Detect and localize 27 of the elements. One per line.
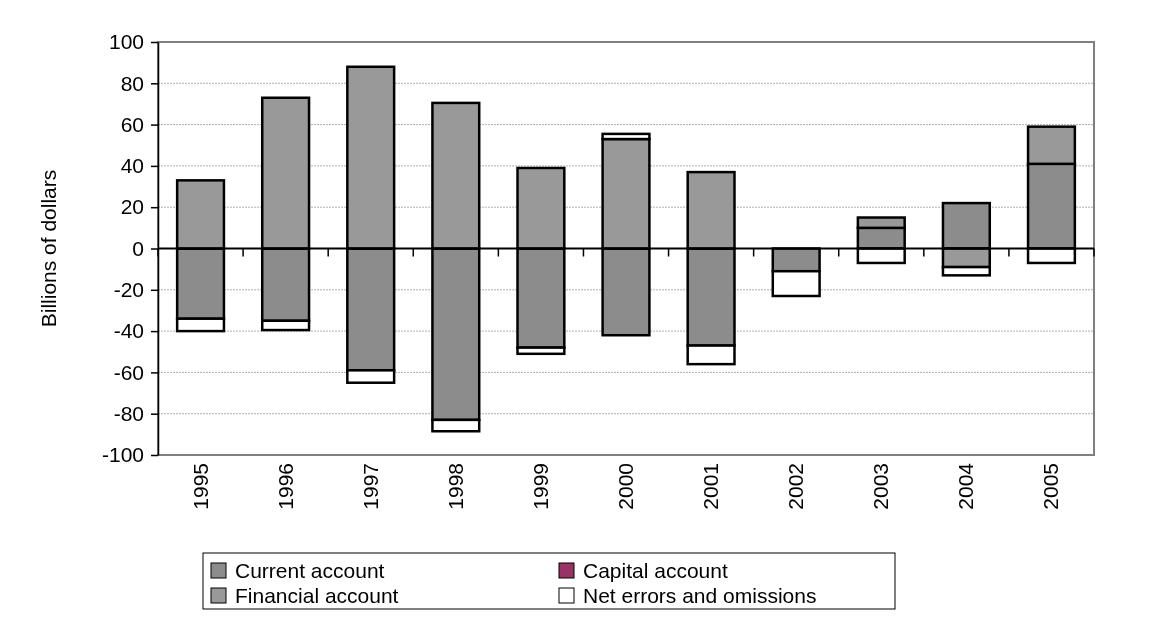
x-tick-label: 1996 bbox=[273, 463, 297, 510]
legend-label: Net errors and omissions bbox=[583, 584, 817, 607]
legend-label: Current account bbox=[235, 559, 385, 582]
x-tick-label: 2003 bbox=[869, 463, 893, 510]
x-tick-label: 1998 bbox=[443, 463, 467, 510]
x-tick-label: 2001 bbox=[699, 463, 723, 510]
y-tick-label: -100 bbox=[101, 443, 144, 467]
x-tick-label: 1999 bbox=[528, 463, 552, 510]
x-tick-label: 2002 bbox=[784, 463, 808, 510]
x-tick-label: 2005 bbox=[1039, 463, 1063, 510]
y-axis-title: Billions of dollars bbox=[37, 169, 60, 328]
y-tick-label: 20 bbox=[120, 195, 144, 219]
y-tick-label: -40 bbox=[113, 319, 144, 343]
x-tick-label: 1995 bbox=[188, 463, 212, 510]
x-tick-label: 2000 bbox=[614, 463, 637, 510]
legend-label: Capital account bbox=[583, 559, 728, 582]
x-tick-label: 2004 bbox=[954, 462, 978, 510]
y-tick-label: -20 bbox=[113, 278, 144, 302]
y-tick-label: 60 bbox=[120, 112, 144, 136]
x-tick-label: 1997 bbox=[358, 463, 382, 510]
legend-label: Financial account bbox=[235, 584, 399, 607]
y-tick-label: 100 bbox=[108, 30, 144, 54]
y-tick-label: -60 bbox=[113, 360, 144, 384]
y-tick-label: -80 bbox=[113, 401, 144, 425]
y-tick-label: 80 bbox=[120, 71, 144, 95]
y-tick-label: 0 bbox=[132, 236, 144, 260]
y-tick-label: 40 bbox=[120, 154, 144, 178]
